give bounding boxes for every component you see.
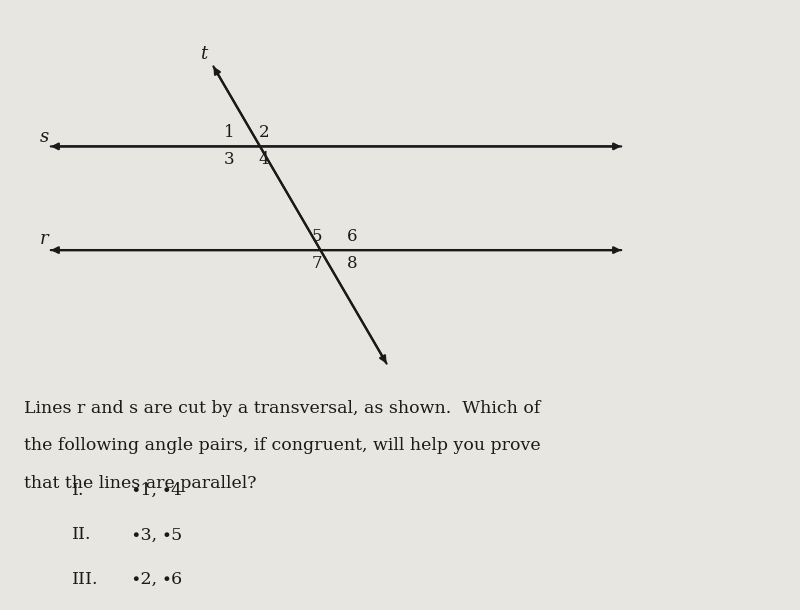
Text: t: t [200,45,208,63]
Text: ∙2, ∙6: ∙2, ∙6 [132,571,182,588]
Text: 6: 6 [346,228,358,245]
Text: II.: II. [72,526,91,544]
Text: ∙1, ∙4: ∙1, ∙4 [132,482,182,499]
Text: 1: 1 [223,124,234,142]
Text: 4: 4 [258,151,270,168]
Text: 7: 7 [311,255,322,272]
Text: I.: I. [72,482,85,499]
Text: III.: III. [72,571,98,588]
Text: that the lines are parallel?: that the lines are parallel? [24,475,257,492]
Text: the following angle pairs, if congruent, will help you prove: the following angle pairs, if congruent,… [24,437,541,454]
Text: s: s [39,128,49,146]
Text: 2: 2 [258,124,270,142]
Text: Lines r and s are cut by a transversal, as shown.  Which of: Lines r and s are cut by a transversal, … [24,400,540,417]
Text: 3: 3 [223,151,234,168]
Text: ∙3, ∙5: ∙3, ∙5 [132,526,182,544]
Text: 5: 5 [311,228,322,245]
Text: 8: 8 [346,255,358,272]
Text: r: r [40,230,48,248]
